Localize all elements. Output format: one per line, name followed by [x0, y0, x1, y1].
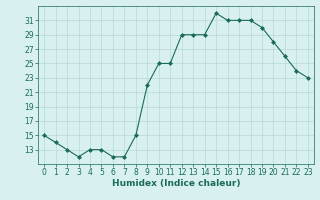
- X-axis label: Humidex (Indice chaleur): Humidex (Indice chaleur): [112, 179, 240, 188]
